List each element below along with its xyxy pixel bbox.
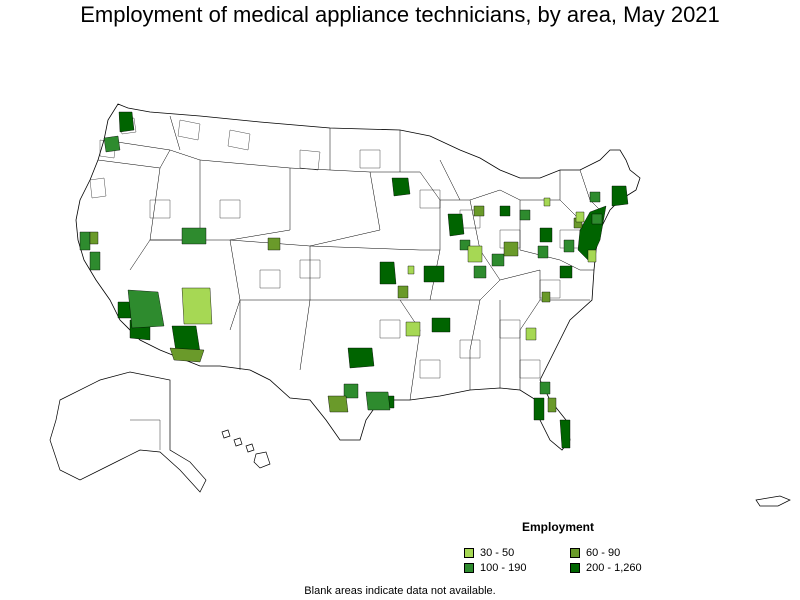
legend-label-200-1260: 200 - 1,260 — [586, 562, 642, 574]
legend-label-60-90: 60 - 90 — [586, 547, 621, 559]
legend-swatch-30-50 — [464, 548, 474, 558]
alaska-area-boundary — [130, 419, 161, 450]
areas-100-190 — [79, 135, 603, 411]
areas-60-90 — [89, 205, 583, 413]
footnote: Blank areas indicate data not available. — [304, 585, 496, 597]
legend-title: Employment — [522, 520, 595, 534]
legend-swatch-60-90 — [570, 548, 580, 558]
legend-label-30-50: 30 - 50 — [480, 547, 515, 559]
areas-30-50 — [181, 197, 597, 341]
alaska-outline — [49, 371, 207, 493]
legend-swatch-200-1260 — [570, 563, 580, 573]
legend: Employment 30 - 50 60 - 90 100 - 190 200… — [462, 518, 662, 578]
legend-label-100-190: 100 - 190 — [480, 562, 527, 574]
legend-swatch-100-190 — [464, 563, 474, 573]
puerto-rico-outline — [755, 495, 791, 507]
area-boundaries — [89, 117, 581, 379]
map-title: Employment of medical appliance technici… — [80, 2, 720, 27]
hawaii-outline — [221, 429, 271, 469]
